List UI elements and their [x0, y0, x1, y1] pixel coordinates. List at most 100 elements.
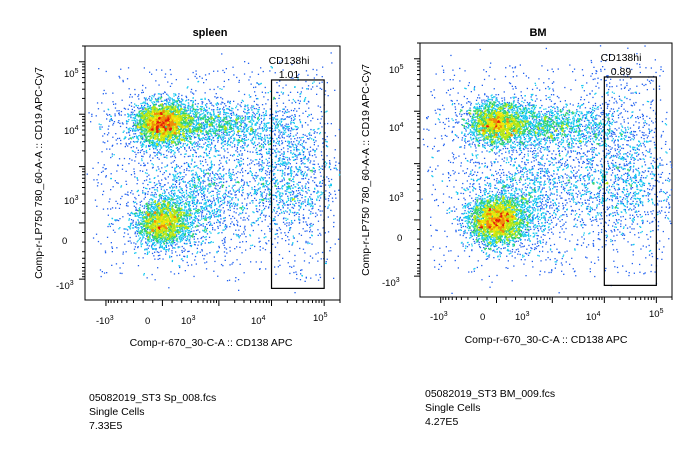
- event-dot: [163, 119, 165, 121]
- event-dot: [179, 117, 181, 119]
- event-dot: [194, 111, 196, 114]
- event-dot: [212, 122, 214, 124]
- event-dot: [195, 90, 197, 92]
- event-dot: [148, 130, 150, 132]
- event-dot: [132, 137, 134, 139]
- event-dot: [186, 215, 188, 217]
- event-dot: [210, 120, 213, 122]
- event-dot: [163, 129, 165, 131]
- event-dot: [192, 101, 194, 103]
- event-dot: [278, 142, 280, 144]
- event-dot: [172, 121, 175, 123]
- event-dot: [156, 135, 158, 137]
- event-dot: [161, 119, 163, 121]
- event-dot: [148, 145, 150, 148]
- event-dot: [157, 232, 159, 235]
- event-dot: [194, 151, 197, 153]
- event-dot: [198, 116, 200, 118]
- event-dot: [172, 239, 174, 241]
- event-dot: [163, 219, 165, 222]
- event-dot: [149, 139, 151, 142]
- event-dot: [135, 141, 137, 143]
- event-dot: [180, 236, 182, 239]
- event-dot: [148, 116, 150, 119]
- event-dot: [253, 131, 255, 133]
- event-dot: [161, 115, 163, 117]
- event-dot: [141, 120, 144, 122]
- event-dot: [175, 115, 177, 117]
- event-dot: [144, 108, 147, 111]
- event-dot: [237, 132, 239, 134]
- event-dot: [156, 149, 158, 151]
- event-dot: [246, 124, 248, 126]
- event-dot: [178, 116, 181, 118]
- event-dot: [166, 142, 168, 145]
- event-dot: [139, 151, 141, 154]
- event-dot: [142, 211, 144, 213]
- event-dot: [162, 113, 164, 115]
- event-dot: [285, 131, 287, 133]
- event-dot: [237, 115, 239, 117]
- event-dot: [183, 117, 186, 119]
- event-dot: [153, 235, 155, 237]
- event-dot: [158, 114, 161, 116]
- event-dot: [184, 114, 186, 116]
- event-dot: [178, 212, 180, 214]
- event-dot: [172, 123, 174, 125]
- event-dot: [155, 130, 157, 132]
- event-dot: [193, 115, 195, 117]
- event-dot: [212, 132, 215, 134]
- event-dot: [179, 133, 181, 135]
- event-dot: [194, 203, 196, 206]
- event-dot: [161, 133, 163, 135]
- event-dot: [154, 142, 156, 144]
- event-dot: [142, 138, 144, 140]
- event-dot: [141, 108, 144, 110]
- event-dot: [214, 135, 217, 137]
- event-dot: [106, 113, 108, 115]
- event-dot: [160, 129, 163, 131]
- event-dot: [149, 236, 151, 238]
- event-dot: [153, 122, 155, 124]
- event-dot: [136, 119, 138, 121]
- event-dot: [186, 114, 189, 116]
- event-dot: [167, 107, 169, 109]
- event-dot: [162, 100, 164, 102]
- event-dot: [140, 135, 142, 137]
- event-dot: [182, 99, 184, 101]
- event-dot: [164, 124, 166, 126]
- event-dot: [154, 137, 156, 139]
- event-dot: [138, 115, 140, 117]
- event-dot: [193, 222, 195, 224]
- event-dot: [252, 106, 254, 109]
- event-dot: [166, 113, 168, 116]
- event-dot: [165, 129, 167, 131]
- event-dot: [168, 126, 170, 128]
- event-dot: [161, 105, 163, 107]
- event-dot: [159, 126, 161, 128]
- event-dot: [180, 209, 182, 212]
- event-dot: [171, 107, 173, 109]
- event-dot: [298, 140, 300, 142]
- event-dot: [186, 228, 188, 230]
- event-dot: [153, 103, 155, 106]
- event-dot: [236, 127, 238, 129]
- event-dot: [172, 228, 174, 230]
- event-dot: [143, 113, 145, 115]
- event-dot: [167, 102, 169, 104]
- event-dot: [142, 126, 144, 128]
- event-dot: [132, 146, 135, 148]
- event-dot: [225, 127, 227, 129]
- event-dot: [169, 234, 171, 236]
- event-dot: [191, 116, 193, 119]
- event-dot: [213, 130, 215, 133]
- event-dot: [187, 215, 189, 217]
- event-dot: [144, 104, 146, 107]
- event-dot: [156, 107, 158, 109]
- event-dot: [291, 114, 293, 117]
- event-dot: [165, 110, 167, 113]
- event-dot: [195, 136, 197, 138]
- event-dot: [196, 122, 198, 124]
- event-dot: [230, 123, 232, 125]
- event-dot: [241, 140, 243, 142]
